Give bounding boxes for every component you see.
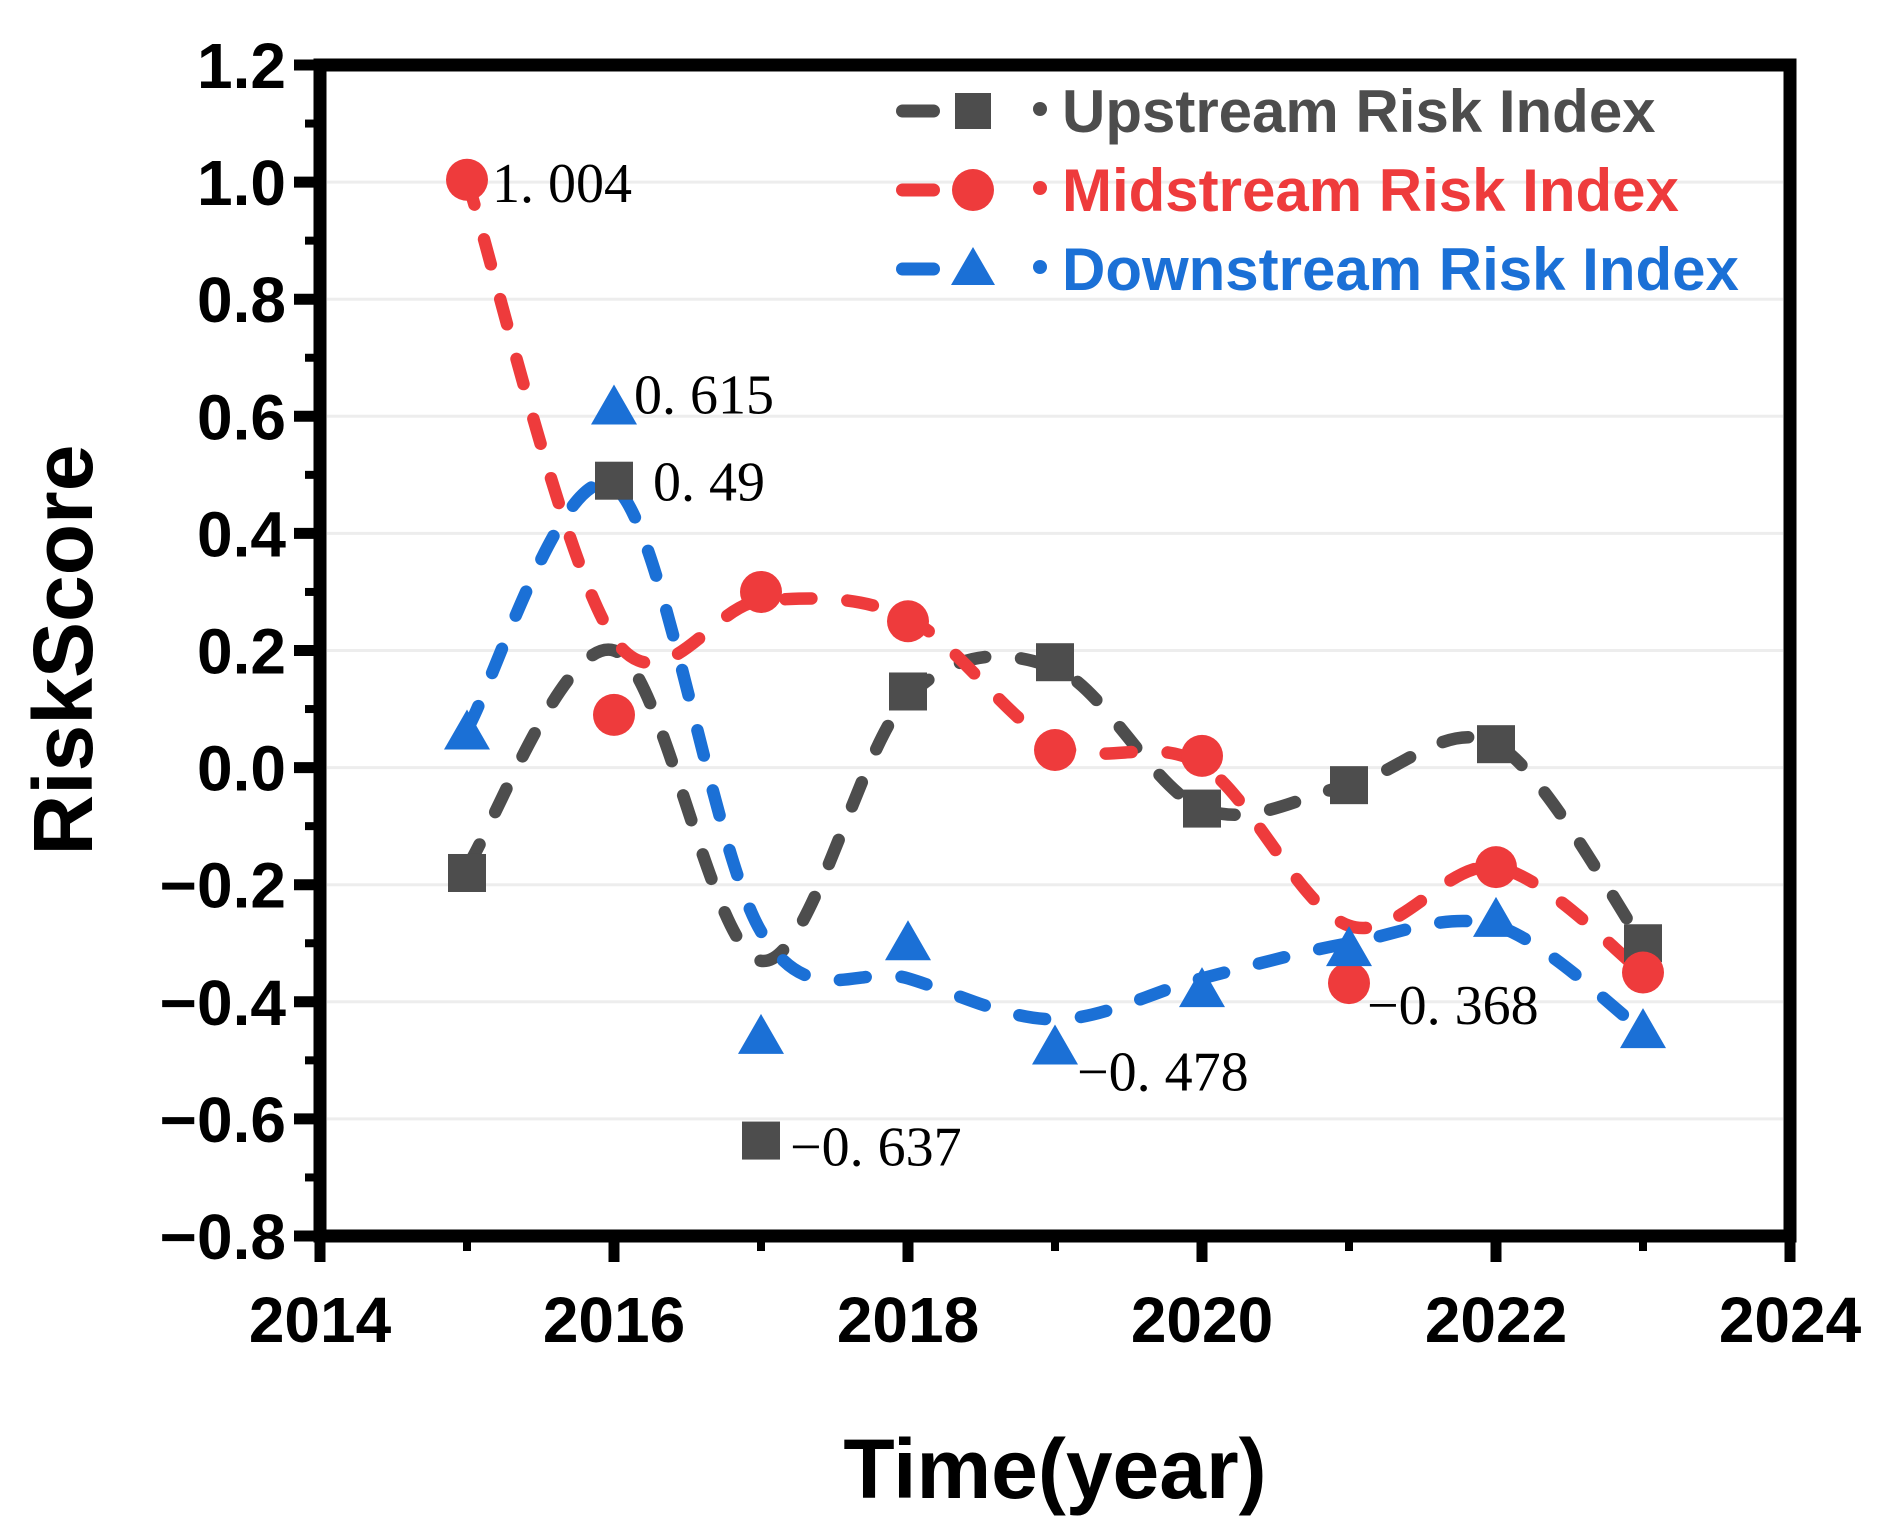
legend-dot-icon [1033, 260, 1047, 274]
midstream-risk-index-marker-2019 [1034, 729, 1076, 772]
axes [294, 58, 1797, 1262]
annotation-downstream-risk-index-2019: −0. 478 [1077, 1041, 1249, 1103]
midstream-risk-index-marker-2017 [740, 570, 782, 613]
y-tick-label: −0.4 [160, 967, 287, 1039]
y-tick-label: 1.0 [197, 147, 286, 219]
legend-dot-icon [1033, 102, 1047, 116]
value-annotations: 1. 004 0. 615 0. 49 −0. 637 −0. 478 −0. 368 [492, 153, 1539, 1179]
y-tick-label: 0.0 [197, 733, 286, 805]
x-tick-label: 2024 [1719, 1284, 1862, 1356]
legend-dash-icon [896, 262, 940, 276]
x-tick-label: 2020 [1131, 1284, 1273, 1356]
downstream-risk-index-marker-2021 [1326, 926, 1372, 967]
upstream-risk-index-marker-2016 [595, 461, 633, 500]
midstream-risk-index-marker-2020 [1181, 734, 1223, 777]
upstream-risk-index-curve [460, 643, 1650, 968]
series-curves [460, 173, 1650, 1038]
downstream-risk-index-marker-2016 [591, 384, 637, 425]
legend-item-midstream: Midstream Risk Index [896, 157, 1679, 224]
upstream-risk-index-marker-2019 [1036, 643, 1074, 682]
upstream-risk-index-marker-2020 [1183, 789, 1221, 828]
legend-dash-icon [896, 183, 940, 197]
legend-label-midstream: Midstream Risk Index [1062, 157, 1679, 224]
legend-label-upstream: Upstream Risk Index [1062, 78, 1656, 145]
upstream-risk-index-marker-2021 [1330, 766, 1368, 805]
legend-triangle-icon [951, 247, 995, 285]
upstream-risk-index-marker-2018 [889, 672, 927, 711]
y-tick-label: −0.6 [160, 1084, 286, 1156]
midstream-line-sample-icon [896, 169, 1047, 211]
legend-square-icon [955, 93, 991, 129]
downstream-risk-index-marker-2017 [738, 1013, 784, 1054]
x-tick-label: 2022 [1425, 1284, 1567, 1356]
y-tick-label: 0.2 [197, 616, 286, 688]
legend: Upstream Risk Index Midstream Risk Index… [896, 78, 1739, 303]
upstream-risk-index-marker-2017 [742, 1121, 780, 1160]
x-axis-title: Time(year) [843, 1422, 1266, 1516]
y-tick-label: −0.2 [160, 850, 286, 922]
legend-dash-icon [896, 104, 940, 118]
downstream-risk-index-marker-2018 [885, 920, 931, 961]
midstream-risk-index-marker-2022 [1475, 846, 1517, 889]
y-tick-label: 0.6 [197, 381, 286, 453]
tick-labels: 1.2 1.0 0.8 0.6 0.4 0.2 0.0 −0.2 −0.4 −0.6 −0.8 201… [160, 30, 1862, 1356]
x-tick-label: 2014 [249, 1284, 392, 1356]
downstream-risk-index-marker-2015 [444, 709, 490, 750]
y-tick-label: 1.2 [197, 30, 286, 102]
legend-label-downstream: Downstream Risk Index [1062, 236, 1739, 303]
legend-dot-icon [1033, 181, 1047, 195]
downstream-risk-index-marker-2022 [1473, 896, 1519, 937]
y-tick-label: 0.4 [197, 498, 286, 570]
downstream-risk-index-marker-2019 [1032, 1024, 1078, 1065]
midstream-risk-index-marker-2021 [1328, 962, 1370, 1005]
annotation-upstream-risk-index-2017: −0. 637 [790, 1117, 962, 1179]
upstream-risk-index-marker-2022 [1477, 725, 1515, 764]
annotation-midstream-risk-index-2015: 1. 004 [492, 153, 632, 215]
upstream-risk-index-marker-2015 [448, 853, 486, 892]
midstream-risk-index-marker-2015 [446, 158, 488, 201]
annotation-midstream-risk-index-2021: −0. 368 [1367, 975, 1539, 1037]
y-tick-label: −0.8 [160, 1201, 286, 1273]
series-markers [444, 158, 1666, 1160]
legend-circle-icon [952, 169, 994, 211]
legend-item-downstream: Downstream Risk Index [896, 236, 1739, 303]
midstream-risk-index-marker-2016 [593, 693, 635, 736]
y-tick-label: 0.8 [197, 264, 286, 336]
downstream-risk-index-marker-2020 [1179, 967, 1225, 1008]
y-axis-title: RiskScore [16, 445, 110, 856]
midstream-risk-index-marker-2018 [887, 600, 929, 643]
midstream-risk-index-marker-2023 [1622, 951, 1664, 994]
x-tick-label: 2018 [837, 1284, 979, 1356]
downstream-line-sample-icon [896, 247, 1047, 285]
annotation-downstream-risk-index-2016: 0. 615 [634, 365, 774, 427]
upstream-line-sample-icon [896, 93, 1047, 129]
downstream-risk-index-marker-2023 [1620, 1008, 1666, 1049]
x-tick-label: 2016 [543, 1284, 685, 1356]
annotation-upstream-risk-index-2016: 0. 49 [653, 452, 765, 514]
legend-item-upstream: Upstream Risk Index [896, 78, 1656, 145]
